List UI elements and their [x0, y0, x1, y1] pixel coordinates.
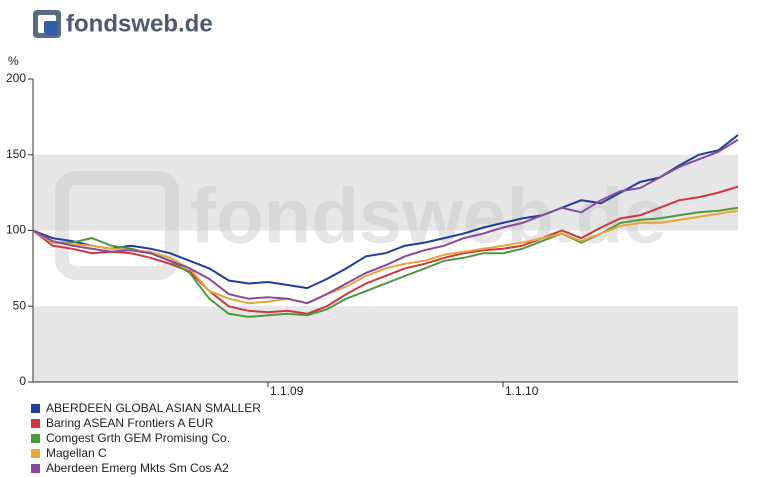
- legend-label: Comgest Grth GEM Promising Co.: [46, 431, 230, 445]
- grid-band: [33, 306, 738, 382]
- series-line: [32, 209, 739, 305]
- logo-icon: [33, 10, 61, 38]
- series-line: [32, 185, 739, 315]
- watermark-icon: [55, 171, 179, 280]
- legend-swatch: [31, 434, 40, 443]
- legend-label: Aberdeen Emerg Mkts Sm Cos A2: [46, 461, 229, 475]
- y-tick-label: 50: [13, 298, 27, 312]
- x-tick-label: 1.1.10: [505, 384, 539, 398]
- y-tick-label: 200: [6, 71, 26, 85]
- y-tick-label: 0: [19, 374, 26, 388]
- legend-swatch: [31, 464, 40, 473]
- x-tick-label: 1.1.09: [270, 384, 304, 398]
- y-tick-label: 150: [6, 147, 26, 161]
- series-line: [32, 134, 739, 290]
- legend-label: Baring ASEAN Frontiers A EUR: [46, 416, 214, 430]
- legend-label: ABERDEEN GLOBAL ASIAN SMALLER: [46, 401, 261, 415]
- series-line: [32, 138, 739, 305]
- y-axis-label: %: [8, 54, 19, 68]
- legend-swatch: [31, 419, 40, 428]
- watermark: fondsweb.de: [190, 172, 667, 260]
- logo: fondsweb.de: [66, 10, 213, 37]
- legend-label: Magellan C: [46, 446, 107, 460]
- legend-swatch: [31, 449, 40, 458]
- legend-swatch: [31, 404, 40, 413]
- y-tick-label: 100: [6, 223, 26, 237]
